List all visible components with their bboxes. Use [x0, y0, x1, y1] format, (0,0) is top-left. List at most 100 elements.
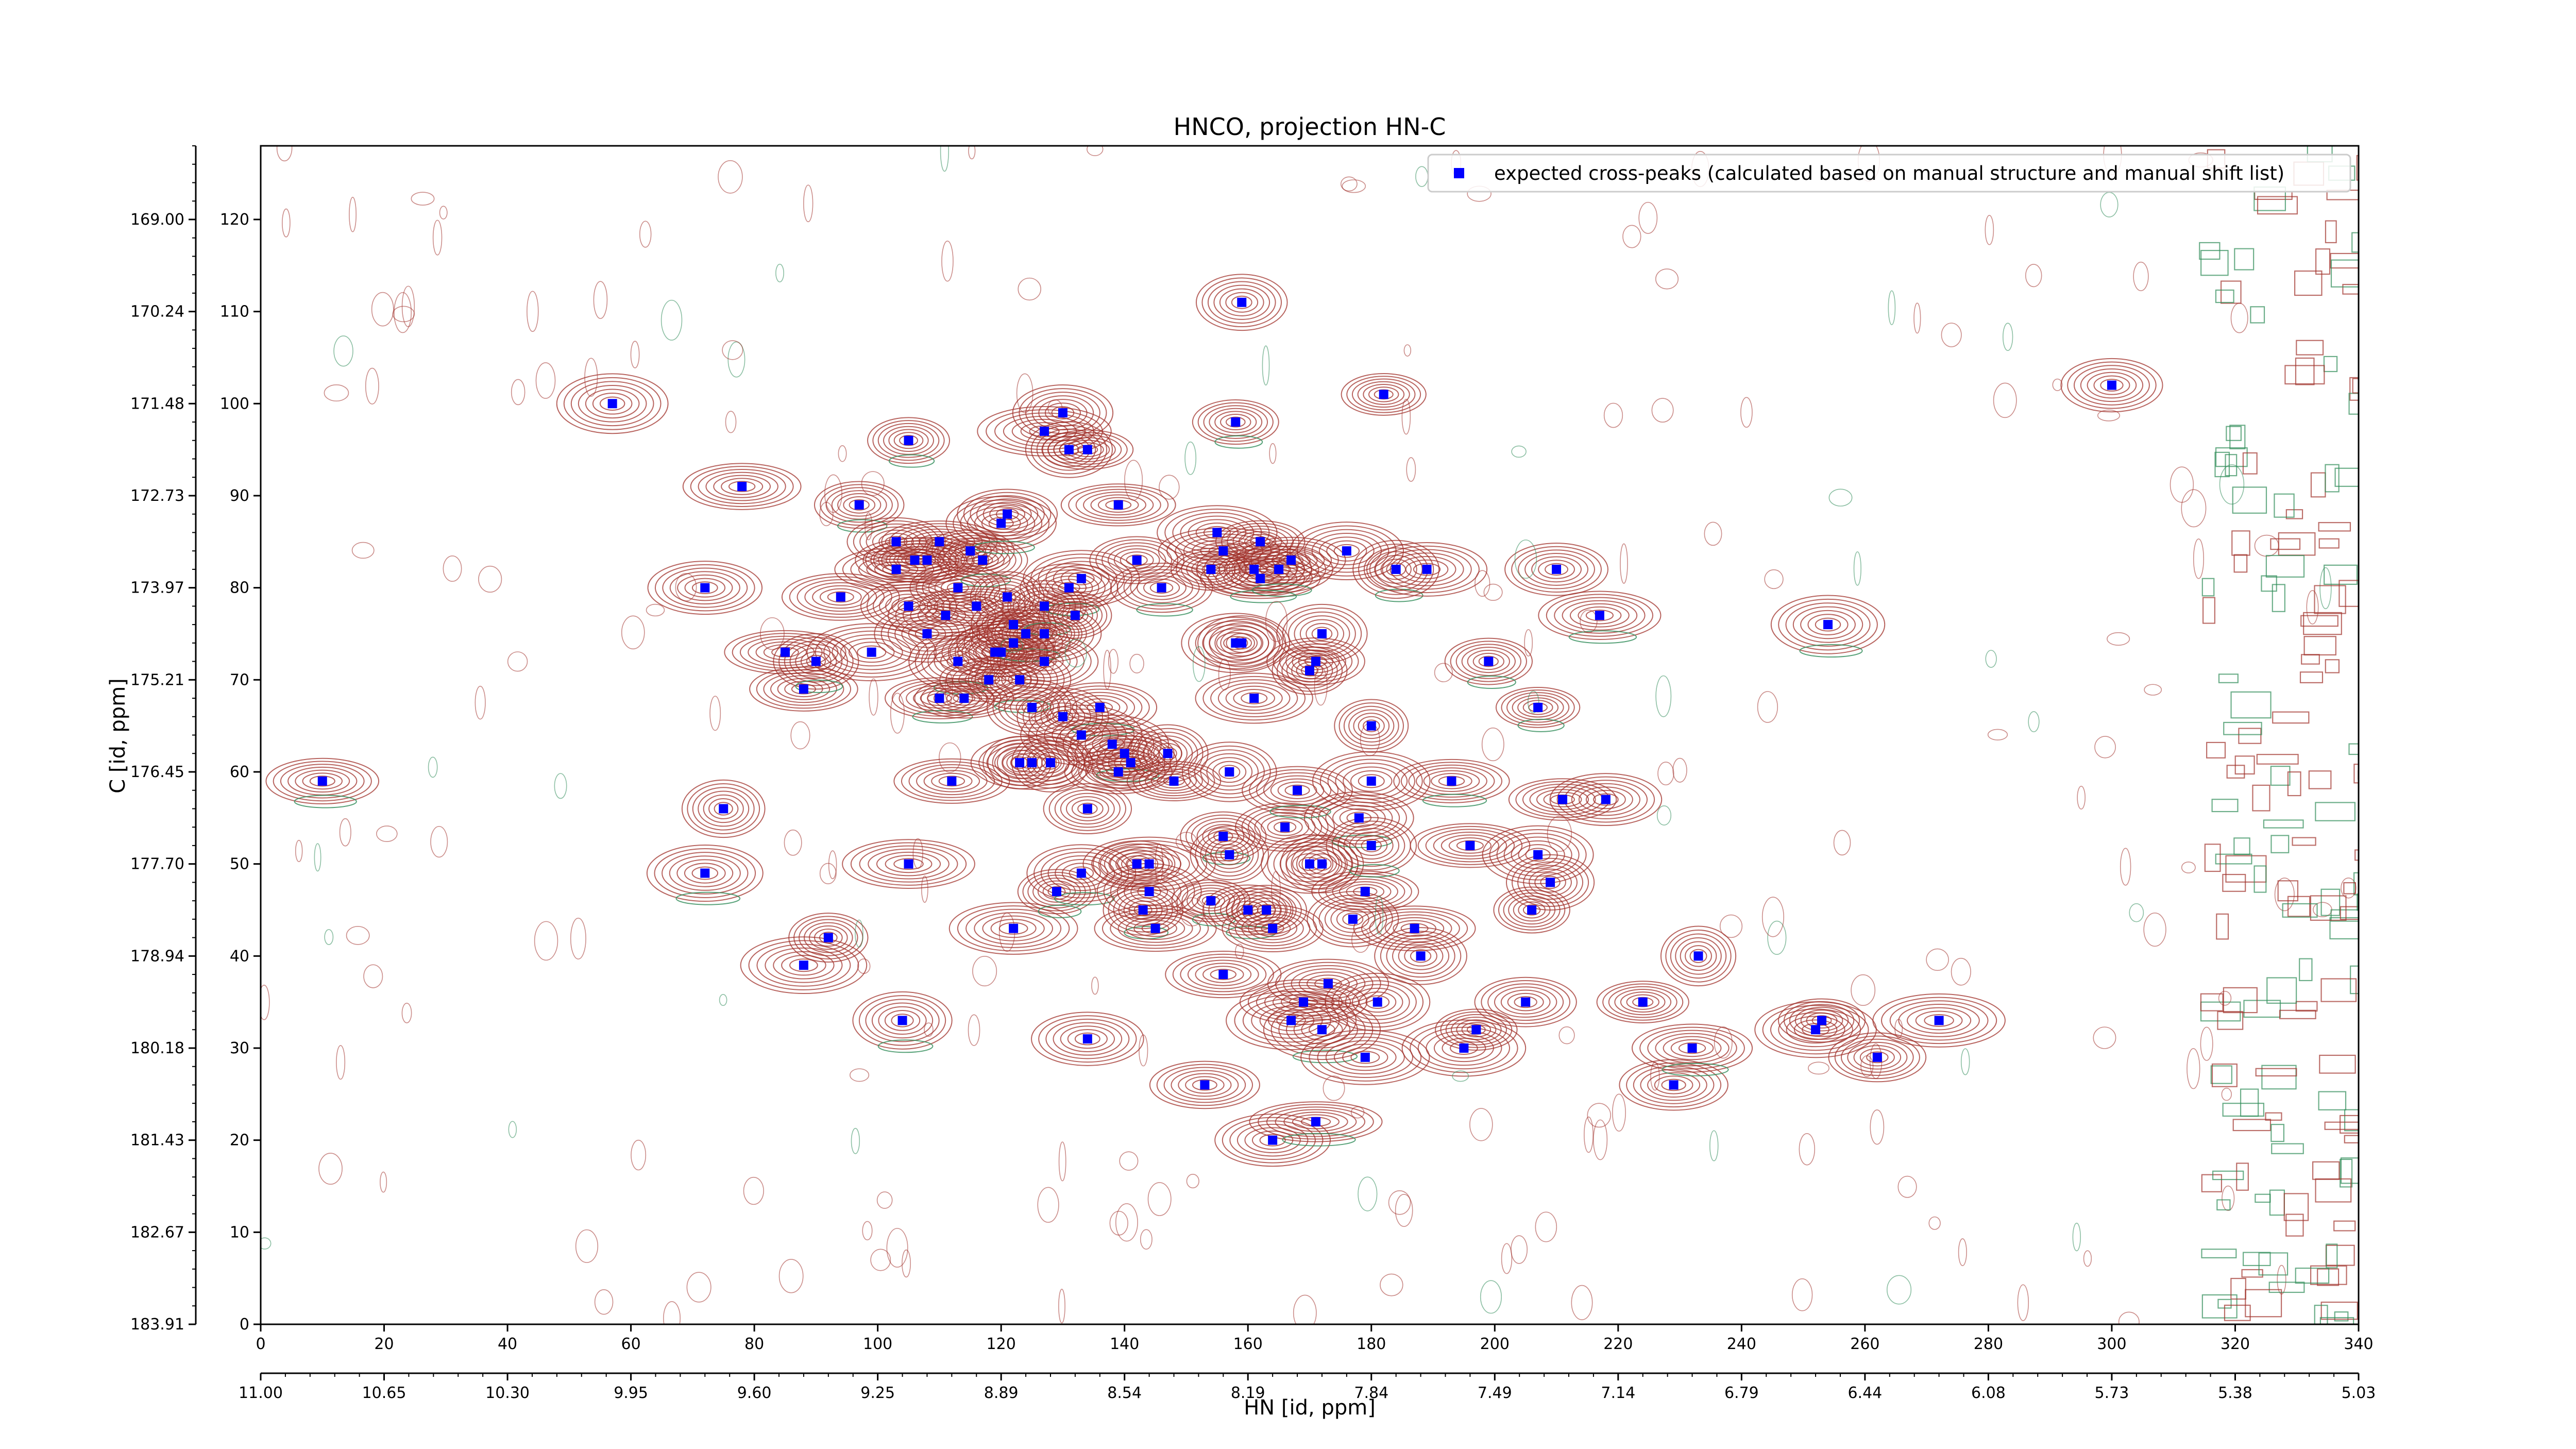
peak-marker [1027, 758, 1037, 768]
noise-contour [722, 340, 743, 360]
noise-contour [2250, 306, 2265, 324]
peak-marker [1533, 850, 1543, 860]
peak-contour [1276, 603, 1368, 664]
peak-contour [1303, 791, 1414, 848]
noise-contour [2272, 584, 2285, 612]
noise-contour [1987, 729, 2008, 740]
noise-contour [1926, 948, 1949, 971]
peak-contour [1195, 274, 1288, 331]
noise-contour [940, 146, 950, 172]
plot-area [261, 146, 2359, 1324]
peak-marker [1459, 1043, 1469, 1053]
x-ppm-tick-label: 8.54 [1107, 1384, 1142, 1402]
chart-title: HNCO, projection HN-C [1174, 113, 1446, 141]
x-tick-label: 300 [2097, 1335, 2126, 1353]
noise-contour [1018, 277, 1041, 301]
y-tick-label: 100 [220, 395, 249, 413]
noise-contour [1340, 176, 1358, 192]
noise-contour [261, 1237, 272, 1250]
noise-contour [314, 843, 321, 872]
peak-contour [1263, 999, 1381, 1064]
noise-contour [1791, 1278, 1813, 1311]
peak-marker [1360, 887, 1370, 897]
peak-marker [1225, 767, 1234, 777]
noise-contour [1128, 738, 1149, 759]
peak-marker [811, 656, 821, 666]
noise-contour [1704, 521, 1722, 546]
noise-contour [1960, 1048, 1970, 1075]
noise-contour [2334, 467, 2359, 487]
noise-contour [646, 603, 665, 617]
peak-contour [1393, 759, 1510, 807]
peak-marker [953, 583, 963, 593]
noise-contour [2287, 771, 2301, 797]
peak-marker [1934, 1016, 1944, 1025]
noise-contour [2216, 913, 2229, 940]
noise-contour [2333, 1220, 2356, 1232]
noise-contour [1375, 895, 1384, 935]
peak-marker [1305, 859, 1314, 869]
peak-marker [1040, 656, 1049, 666]
noise-contour [1764, 569, 1784, 589]
noise-contour [2296, 340, 2324, 356]
peak-marker [922, 629, 932, 638]
peak-marker [1082, 445, 1092, 454]
noise-contour [2204, 844, 2221, 872]
peak-marker [922, 555, 932, 565]
noise-contour [1612, 1093, 1626, 1132]
peak-marker [1366, 840, 1376, 850]
peak-marker [867, 647, 876, 657]
noise-contour [2310, 1265, 2347, 1285]
noise-contour [2303, 636, 2336, 655]
x-tick-label: 60 [621, 1335, 640, 1353]
noise-contour [621, 615, 645, 650]
y-axis-index: 0 10 20 30 40 50 60 70 80 90 100 110 120 [220, 211, 261, 1334]
peak-marker [996, 647, 1006, 657]
y-ppm-tick-label: 180.18 [130, 1039, 184, 1057]
peak-marker [1218, 546, 1228, 556]
noise-contour [1037, 1187, 1059, 1223]
noise-contour [2352, 378, 2359, 394]
noise-contour [1740, 397, 1753, 428]
peak-marker [1638, 997, 1648, 1007]
peak-marker [1076, 868, 1086, 878]
noise-contour [1192, 646, 1206, 682]
x-ppm-tick-label: 6.79 [1724, 1384, 1759, 1402]
peak-marker [1465, 840, 1475, 850]
peak-marker [1082, 1034, 1092, 1044]
noise-contour [1587, 1103, 1611, 1128]
noise-contour [2285, 1214, 2304, 1237]
noise-contour [1757, 691, 1778, 723]
noise-contour [2234, 755, 2255, 775]
peak-contour [1267, 958, 1389, 1009]
x-ppm-tick-label: 6.08 [1971, 1384, 2006, 1402]
peak-marker [891, 537, 901, 547]
peak-marker [1052, 887, 1061, 897]
noise-contour [2340, 1115, 2359, 1134]
y-tick-label: 120 [220, 211, 249, 229]
noise-contour [380, 1171, 387, 1193]
x-axis-ppm: 11.00 10.65 10.30 9.95 9.60 9.25 8.89 8.54 8.19 7… [239, 1372, 2376, 1402]
noise-contour [2325, 464, 2340, 493]
noise-contour [1395, 1193, 1413, 1227]
noise-contour [2300, 615, 2338, 627]
noise-contour [2324, 1121, 2359, 1130]
peak-marker [1076, 574, 1086, 583]
peak-marker [1293, 785, 1302, 795]
noise-contour [2232, 1119, 2272, 1132]
y-tick-label: 90 [230, 487, 249, 505]
noise-contour [775, 263, 784, 282]
peak-contour [1770, 595, 1886, 658]
noise-contour [2221, 1087, 2232, 1101]
noise-contour [570, 917, 586, 959]
x-tick-label: 220 [1603, 1335, 1633, 1353]
peak-contour [948, 902, 1078, 955]
peak-marker [1064, 583, 1074, 593]
x-tick-label: 100 [863, 1335, 892, 1353]
noise-contour [2357, 893, 2359, 911]
x-ppm-tick-label: 7.49 [1478, 1384, 1512, 1402]
noise-contour [1761, 897, 1785, 937]
noise-contour [1179, 897, 1205, 926]
peak-marker [823, 933, 833, 942]
noise-contour [535, 362, 556, 399]
